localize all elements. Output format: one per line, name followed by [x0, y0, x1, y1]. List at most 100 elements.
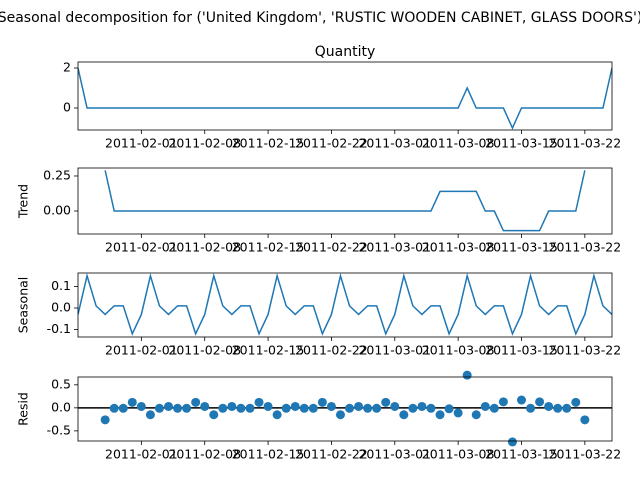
point — [218, 403, 228, 413]
point — [516, 395, 526, 405]
x-tick-label: 2011-02-22 — [295, 240, 368, 255]
point — [363, 403, 373, 413]
point — [200, 401, 210, 411]
point — [453, 408, 463, 418]
plot-area — [78, 67, 612, 130]
point — [571, 397, 581, 407]
point — [182, 403, 192, 413]
point — [263, 401, 273, 411]
point — [462, 370, 472, 380]
x-tick-label: 2011-03-22 — [549, 447, 622, 462]
x-tick-label: 2011-02-01 — [105, 343, 178, 358]
point — [390, 401, 400, 411]
point — [236, 403, 246, 413]
point — [272, 410, 282, 420]
point — [281, 403, 291, 413]
point — [145, 410, 155, 420]
y-axis-label: Resid — [16, 392, 31, 426]
point — [408, 403, 418, 413]
x-tick-label: 2011-02-08 — [168, 447, 241, 462]
point — [127, 397, 137, 407]
point — [191, 397, 201, 407]
point — [245, 403, 255, 413]
line — [104, 170, 586, 232]
x-tick-label: 2011-03-15 — [485, 240, 558, 255]
line — [78, 67, 612, 130]
point — [254, 397, 264, 407]
point — [562, 403, 572, 413]
x-tick-label: 2011-03-01 — [358, 136, 431, 151]
y-axis-label: Seasonal — [16, 277, 31, 334]
point — [317, 397, 327, 407]
x-tick-label: 2011-02-01 — [105, 240, 178, 255]
x-tick-label: 2011-02-22 — [295, 343, 368, 358]
axes-frame — [77, 61, 613, 131]
axes-frame — [77, 272, 613, 338]
x-tick-label: 2011-02-01 — [105, 136, 178, 151]
point — [354, 401, 364, 411]
plot-area — [104, 170, 586, 232]
point — [480, 401, 490, 411]
y-axis-label: Trend — [16, 184, 31, 219]
axes-frame — [77, 167, 613, 235]
axes-frame — [77, 376, 613, 442]
point — [326, 401, 336, 411]
x-tick-label: 2011-03-01 — [358, 343, 431, 358]
point — [580, 415, 590, 425]
y-tick-label: 0 — [63, 100, 71, 115]
subplot-title: Quantity — [315, 44, 376, 60]
x-tick-label: 2011-03-15 — [485, 447, 558, 462]
point — [109, 403, 119, 413]
point — [535, 397, 545, 407]
line — [78, 273, 612, 336]
point — [164, 401, 174, 411]
y-tick-label: 0.25 — [43, 167, 71, 182]
point — [444, 404, 454, 414]
point — [417, 401, 427, 411]
x-tick-label: 2011-02-08 — [168, 343, 241, 358]
x-tick-label: 2011-02-15 — [232, 240, 305, 255]
point — [100, 415, 110, 425]
y-tick-label: 0.0 — [51, 300, 71, 315]
x-tick-label: 2011-03-01 — [358, 240, 431, 255]
point — [154, 403, 164, 413]
figure-title: Seasonal decomposition for ('United King… — [0, 10, 640, 26]
point — [381, 397, 391, 407]
x-tick-label: 2011-02-08 — [168, 136, 241, 151]
x-tick-label: 2011-03-08 — [422, 447, 495, 462]
x-tick-label: 2011-02-22 — [295, 447, 368, 462]
x-tick-label: 2011-03-08 — [422, 240, 495, 255]
plot-area — [78, 273, 612, 336]
y-tick-label: 0.1 — [51, 278, 71, 293]
point — [526, 403, 536, 413]
x-tick-label: 2011-03-08 — [422, 136, 495, 151]
x-tick-label: 2011-03-22 — [549, 240, 622, 255]
y-tick-label: 0.0 — [51, 399, 71, 414]
point — [299, 403, 309, 413]
point — [507, 437, 517, 447]
x-tick-label: 2011-02-22 — [295, 136, 368, 151]
point — [118, 403, 128, 413]
point — [136, 401, 146, 411]
point — [553, 403, 563, 413]
point — [426, 403, 436, 413]
point — [544, 401, 554, 411]
x-tick-label: 2011-02-08 — [168, 240, 241, 255]
point — [335, 410, 345, 420]
point — [372, 403, 382, 413]
point — [308, 403, 318, 413]
point — [173, 403, 183, 413]
point — [435, 410, 445, 420]
point — [209, 410, 219, 420]
y-tick-label: 2 — [63, 60, 71, 75]
y-tick-label: 0.00 — [43, 203, 71, 218]
x-tick-label: 2011-03-08 — [422, 343, 495, 358]
x-tick-label: 2011-03-22 — [549, 136, 622, 151]
point — [489, 403, 499, 413]
x-tick-label: 2011-02-15 — [232, 447, 305, 462]
y-tick-label: -0.1 — [47, 321, 71, 336]
x-tick-label: 2011-02-15 — [232, 343, 305, 358]
x-tick-label: 2011-02-15 — [232, 136, 305, 151]
point — [399, 410, 409, 420]
